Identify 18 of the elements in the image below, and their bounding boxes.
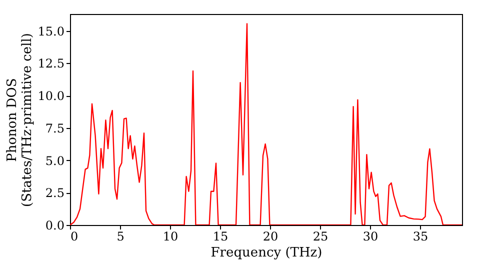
y-axis-title: Phonon DOS (States/THz·primitive cell) (4, 32, 35, 208)
y-tick-label: 15.0 (38, 24, 64, 38)
y-tick-label: 7.5 (45, 121, 64, 136)
y-tick-label: 10.0 (38, 89, 64, 104)
x-axis-title: Frequency (THz) (210, 246, 322, 260)
y-tick-label: 0.0 (45, 218, 64, 232)
y-tick-label: 12.5 (38, 56, 64, 71)
x-tick-label: 5 (116, 230, 124, 244)
y-tick-label: 2.5 (45, 186, 64, 200)
x-tick-label: 15 (212, 230, 228, 244)
y-tick-label: 5.0 (45, 154, 64, 168)
x-tick-label: 10 (162, 230, 178, 244)
x-tick-label: 25 (312, 230, 328, 244)
line-series (70, 23, 462, 225)
x-tick-label: 30 (362, 230, 378, 244)
x-tick-label: 35 (412, 230, 428, 244)
x-tick-label: 0 (70, 230, 78, 244)
x-tick-label: 20 (262, 230, 278, 244)
